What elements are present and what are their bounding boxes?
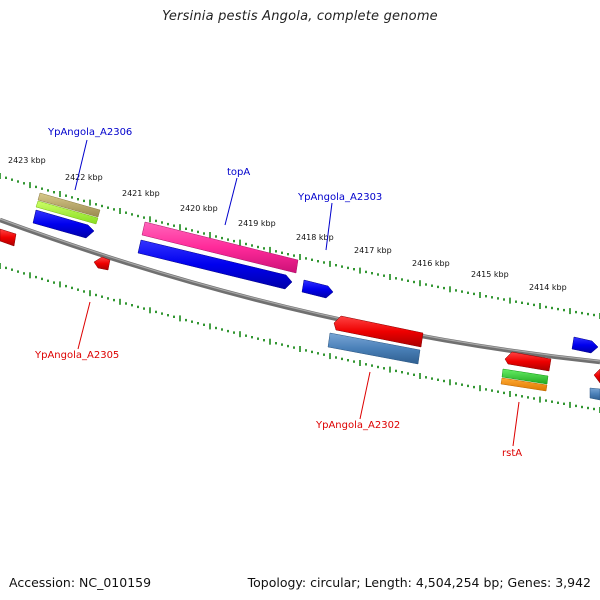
gene-label[interactable]: YpAngola_A2302 [315, 420, 400, 431]
feature-steelblue-A2302[interactable] [327, 332, 421, 365]
cds-rstA[interactable] [504, 351, 552, 372]
kbp-label: 2415 kbp [471, 270, 509, 279]
genome-backbone [0, 217, 600, 365]
leader-lines [74, 139, 520, 447]
accession-text: Accession: NC_010159 [9, 575, 152, 590]
cds-left-edge[interactable] [0, 228, 17, 247]
feature-green-rstA[interactable] [501, 368, 549, 385]
cds-YpAngola_A2302[interactable] [333, 315, 424, 348]
forward-features [32, 192, 599, 354]
kbp-labels: 2423 kbp 2422 kbp 2421 kbp 2420 kbp 2419… [8, 156, 567, 292]
reverse-features [0, 228, 600, 401]
feature-orange-rstA[interactable] [500, 377, 548, 392]
kbp-label: 2416 kbp [412, 259, 450, 268]
genome-backbone-highlight [0, 218, 600, 362]
feature-pink-topA[interactable] [141, 221, 299, 274]
cds-YpAngola_A2306[interactable] [32, 209, 95, 239]
tick-ring-outer [0, 173, 600, 319]
kbp-label: 2417 kbp [354, 246, 392, 255]
kbp-label: 2423 kbp [8, 156, 46, 165]
gene-label[interactable]: rstA [502, 448, 522, 459]
kbp-label: 2422 kbp [65, 173, 103, 182]
gene-labels: YpAngola_A2306 topA YpAngola_A2303 YpAng… [34, 127, 522, 459]
cds-right-edge[interactable] [571, 336, 599, 354]
kbp-label: 2421 kbp [122, 189, 160, 198]
kbp-label: 2418 kbp [296, 233, 334, 242]
cds-YpAngola_A2305[interactable] [93, 256, 111, 271]
kbp-label: 2420 kbp [180, 204, 218, 213]
kbp-label: 2419 kbp [238, 219, 276, 228]
feature-steelblue-edge[interactable] [589, 387, 600, 401]
kbp-label: 2414 kbp [529, 283, 567, 292]
cds-topA[interactable] [137, 239, 293, 290]
map-title: Yersinia pestis Angola, complete genome [162, 9, 438, 24]
feature-lime[interactable] [35, 200, 99, 225]
cds-YpAngola_A2303[interactable] [301, 279, 334, 299]
genome-summary: Topology: circular; Length: 4,504,254 bp… [247, 575, 591, 590]
feature-olive[interactable] [37, 192, 101, 218]
gene-label[interactable]: YpAngola_A2306 [47, 127, 132, 138]
gene-label[interactable]: YpAngola_A2305 [34, 350, 119, 361]
tick-ring-inner [0, 263, 600, 413]
gene-label[interactable]: topA [227, 167, 250, 178]
gene-label[interactable]: YpAngola_A2303 [297, 192, 382, 203]
cds-right-edge-red[interactable] [593, 368, 600, 384]
